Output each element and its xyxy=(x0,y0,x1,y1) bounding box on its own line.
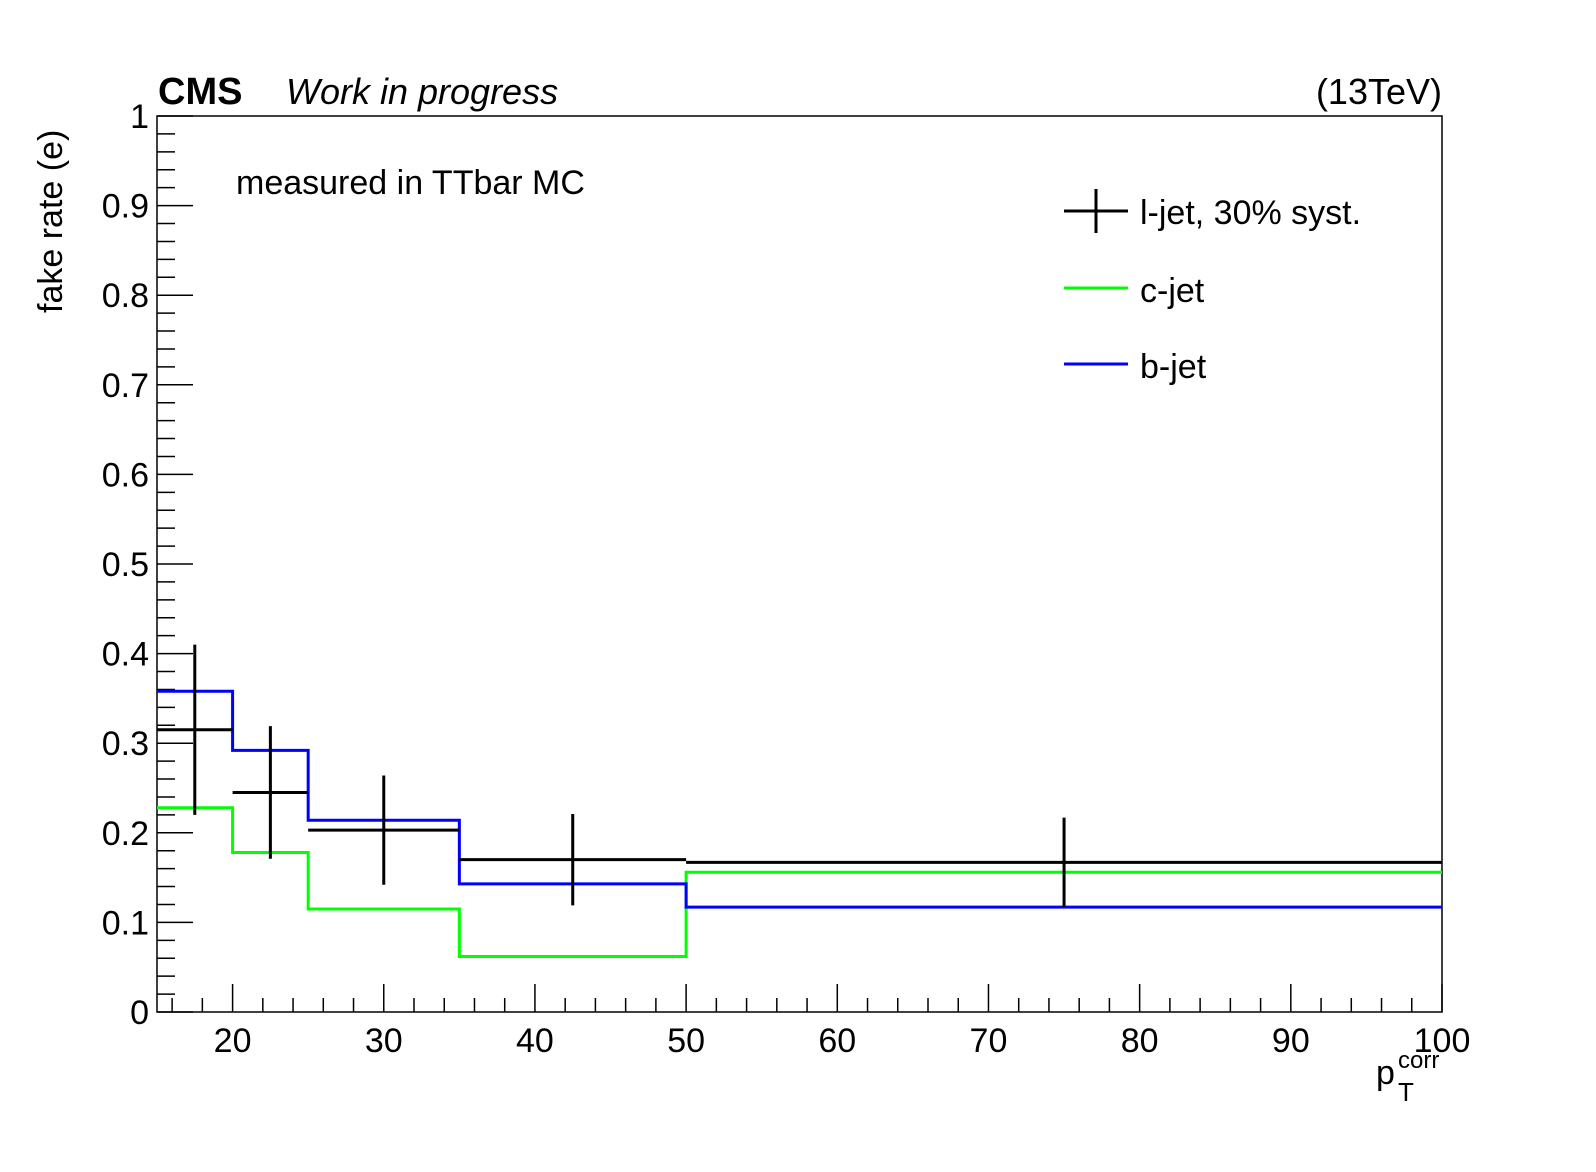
y-tick-label: 0.5 xyxy=(102,546,149,584)
y-tick-label: 0.9 xyxy=(102,188,149,226)
legend-entry-l-jet: l-jet, 30% syst. xyxy=(1064,189,1361,233)
legend-entry-b-jet: b-jet xyxy=(1064,348,1207,386)
series-b-jet-step xyxy=(157,689,1442,909)
x-tick-label: 80 xyxy=(1121,1022,1159,1060)
y-tick-label: 0.3 xyxy=(102,725,149,763)
annotation-text: measured in TTbar MC xyxy=(236,164,585,202)
experiment-label: CMS xyxy=(158,71,242,113)
series-layer xyxy=(157,644,1442,958)
legend-label-l-jet: l-jet, 30% syst. xyxy=(1140,194,1361,232)
y-tick-label: 0.1 xyxy=(102,904,149,942)
x-axis: 20 30 40 50 60 70 80 90 100 xyxy=(171,984,1471,1060)
x-axis-title: p T corr xyxy=(1376,1047,1439,1107)
legend-entry-c-jet: c-jet xyxy=(1064,272,1205,310)
y-tick-label: 0.8 xyxy=(102,277,149,315)
x-tick-label: 30 xyxy=(365,1022,403,1060)
y-axis-title: fake rate (e) xyxy=(32,130,70,313)
x-tick-label: 90 xyxy=(1272,1022,1310,1060)
energy-label: (13TeV) xyxy=(1316,71,1442,112)
x-tick-label: 60 xyxy=(818,1022,856,1060)
y-tick-label: 0.4 xyxy=(102,636,149,674)
x-tick-label: 50 xyxy=(667,1022,705,1060)
x-axis-title-sub: T xyxy=(1398,1077,1414,1107)
plot-frame xyxy=(156,115,1443,1013)
y-axis: 0 0.1 0.2 0.3 0.4 0.5 0.6 0.7 0.8 0.9 1 xyxy=(102,98,193,1032)
y-tick-label: 0.2 xyxy=(102,815,149,853)
x-tick-label: 20 xyxy=(214,1022,252,1060)
y-tick-label: 1 xyxy=(130,98,149,136)
y-tick-label: 0.7 xyxy=(102,367,149,405)
series-c-jet-step xyxy=(157,806,1442,958)
status-label: Work in progress xyxy=(286,71,558,112)
legend-label-b-jet: b-jet xyxy=(1140,348,1207,386)
y-tick-label: 0.6 xyxy=(102,456,149,494)
legend-label-c-jet: c-jet xyxy=(1140,272,1205,310)
x-tick-label: 100 xyxy=(1414,1022,1471,1060)
y-tick-label: 0 xyxy=(130,994,149,1032)
x-axis-title-sup: corr xyxy=(1398,1047,1439,1074)
x-tick-label: 40 xyxy=(516,1022,554,1060)
legend: l-jet, 30% syst. c-jet b-jet xyxy=(1064,189,1361,386)
x-axis-title-base: p xyxy=(1376,1054,1395,1092)
x-tick-label: 70 xyxy=(970,1022,1008,1060)
